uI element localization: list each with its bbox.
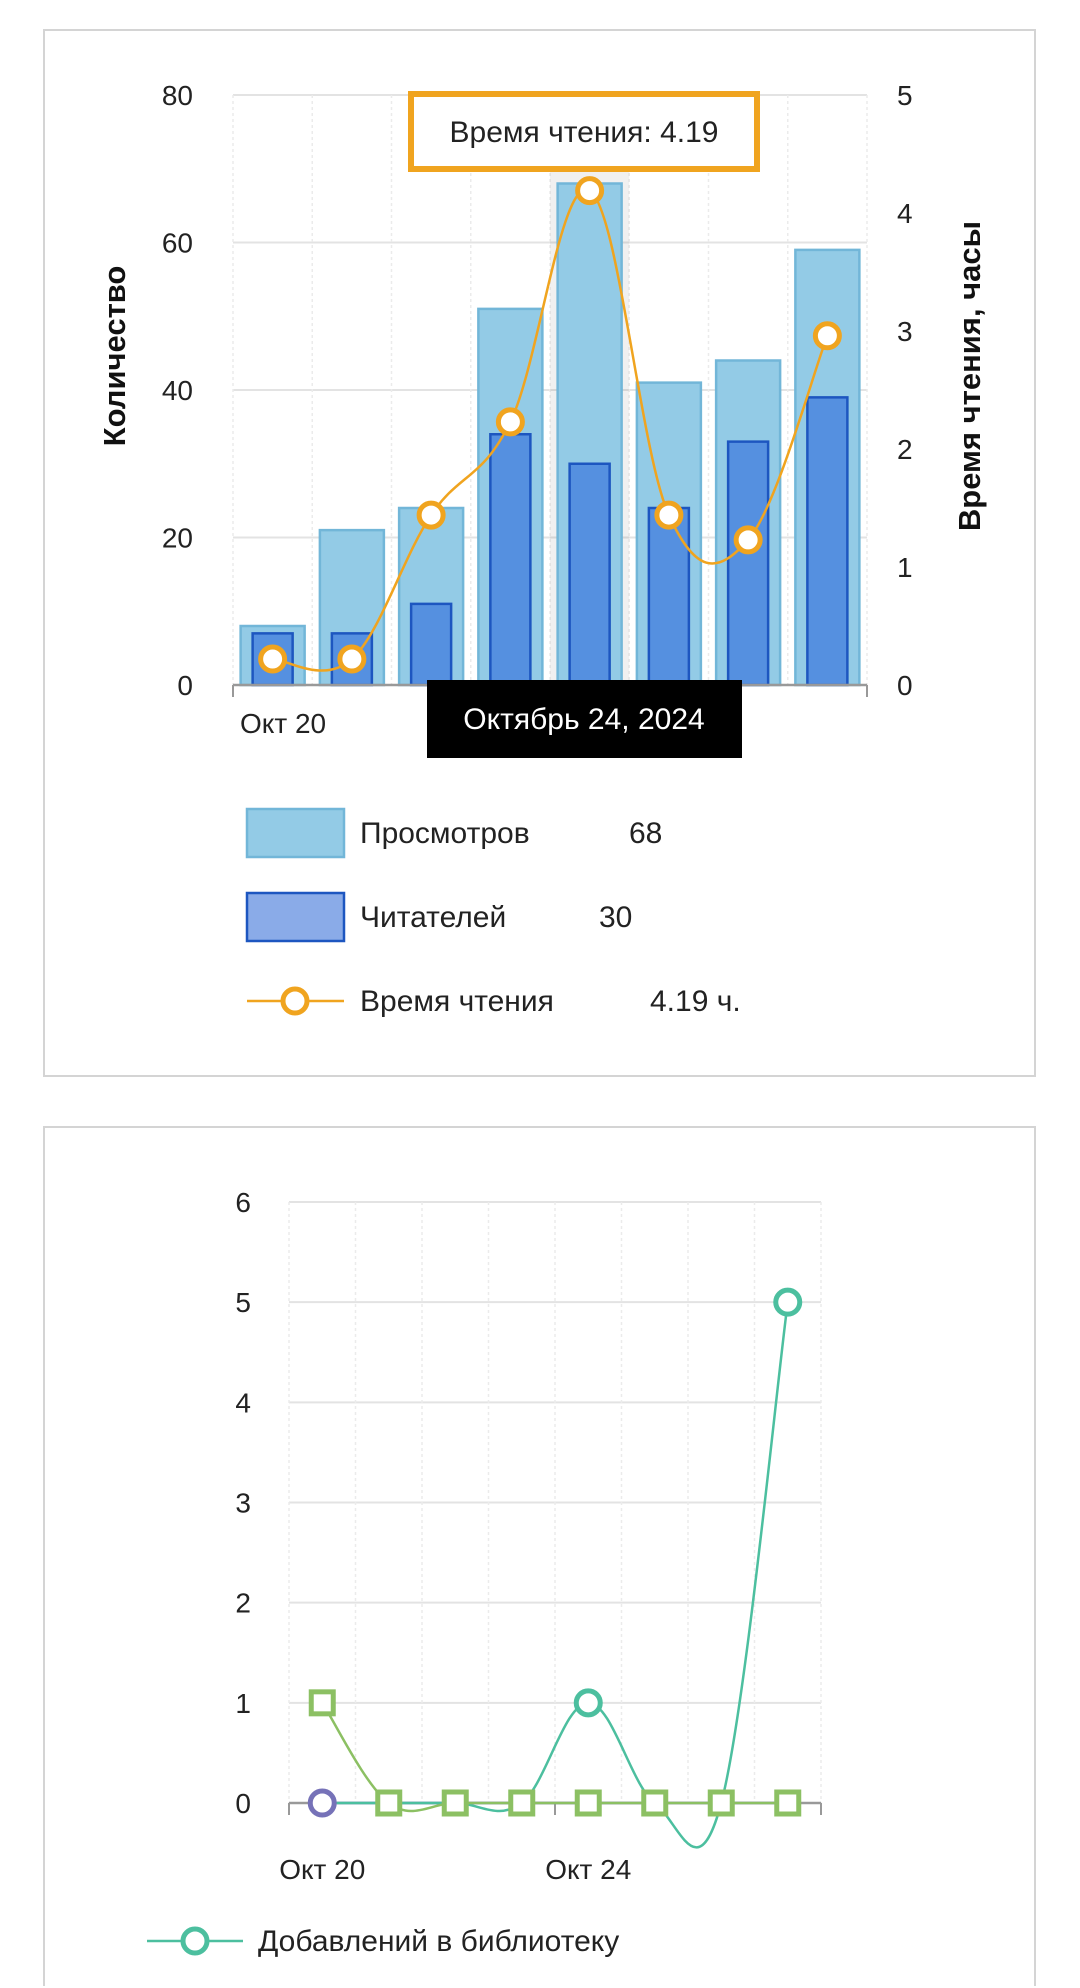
- legend-swatch-readers: [245, 891, 346, 943]
- legend-item-readers[interactable]: Читателей 30: [245, 891, 632, 943]
- y-tick-label: 6: [235, 1187, 251, 1218]
- legend-marker-icon: [280, 986, 310, 1016]
- legend-value-reading-time: 4.19 ч.: [650, 985, 741, 1018]
- x-tick-label: Окт 20: [240, 708, 326, 739]
- bar-readers[interactable]: [647, 506, 691, 687]
- point-square[interactable]: [441, 1789, 469, 1817]
- legend-label-library-adds: Добавлений в библиотеку: [258, 1925, 619, 1958]
- y2-tick-label: 1: [897, 552, 913, 583]
- point-square[interactable]: [774, 1789, 802, 1817]
- legend-label-readers: Читателей: [360, 901, 506, 934]
- bar-readers[interactable]: [726, 440, 770, 687]
- legend-marker-icon: [180, 1926, 210, 1956]
- tooltip: Время чтения: 4.19: [408, 91, 760, 172]
- y2-tick-label: 5: [897, 80, 913, 111]
- y-tick-label: 20: [162, 523, 193, 554]
- point-reading-time[interactable]: [416, 500, 446, 530]
- point-square[interactable]: [375, 1789, 403, 1817]
- point-reading-time[interactable]: [495, 407, 525, 437]
- point-circle[interactable]: [573, 1688, 603, 1718]
- point-square[interactable]: [707, 1789, 735, 1817]
- y-tick-label: 1: [235, 1688, 251, 1719]
- legend: Добавлений в библиотеку: [147, 1925, 619, 1958]
- y-axis-title: Количество: [97, 266, 132, 447]
- point-square[interactable]: [508, 1789, 536, 1817]
- x-tick-label: Окт 20: [279, 1854, 365, 1885]
- point-circle[interactable]: [773, 1287, 803, 1317]
- y-tick-label: 5: [235, 1287, 251, 1318]
- legend-item-views[interactable]: Просмотров 68: [245, 807, 662, 859]
- bar-readers[interactable]: [409, 602, 453, 687]
- point-circle[interactable]: [307, 1788, 337, 1818]
- y-tick-label: 0: [235, 1788, 251, 1819]
- legend-swatch-views: [245, 807, 346, 859]
- y2-tick-label: 0: [897, 670, 913, 701]
- y2-axis-title: Время чтения, часы: [952, 221, 987, 531]
- legend-value-readers: 30: [599, 901, 632, 934]
- views-readers-chart[interactable]: 0 20 40 60 80 0 1 2 3 4 5 Окт 20 Количество Время…: [45, 31, 1038, 1079]
- point-reading-time[interactable]: [654, 500, 684, 530]
- legend-value-views: 68: [629, 817, 662, 850]
- crosshair-label-text: Октябрь 24, 2024: [463, 703, 704, 736]
- library-adds-card: 0 1 2 3 4 5 6 Окт 20 Окт 24 Добавлений в библио…: [43, 1126, 1036, 1986]
- point-reading-time[interactable]: [575, 176, 605, 206]
- point-reading-time[interactable]: [337, 644, 367, 674]
- reading-stats-card: 0 20 40 60 80 0 1 2 3 4 5 Окт 20 Количество Время…: [43, 29, 1036, 1077]
- legend-label-views: Просмотров: [360, 817, 530, 850]
- point-reading-time[interactable]: [812, 321, 842, 351]
- series-line: [322, 1302, 789, 1849]
- y2-tick-label: 4: [897, 198, 913, 229]
- y-tick-label: 2: [235, 1588, 251, 1619]
- legend-item-library-adds[interactable]: Добавлений в библиотеку: [147, 1925, 619, 1958]
- bar-readers[interactable]: [489, 433, 532, 687]
- y-tick-label: 0: [177, 670, 193, 701]
- y2-tick-label: 3: [897, 316, 913, 347]
- y-tick-label: 80: [162, 80, 193, 111]
- x-tick-label: Окт 24: [545, 1854, 631, 1885]
- legend-label-reading-time: Время чтения: [360, 985, 554, 1018]
- y-tick-label: 60: [162, 228, 193, 259]
- point-square[interactable]: [574, 1789, 602, 1817]
- point-reading-time[interactable]: [733, 525, 763, 555]
- library-adds-chart[interactable]: 0 1 2 3 4 5 6 Окт 20 Окт 24 Добавлений в библио…: [45, 1128, 1038, 1988]
- y-tick-label: 3: [235, 1488, 251, 1519]
- point-reading-time[interactable]: [258, 644, 288, 674]
- crosshair-label: Октябрь 24, 2024: [427, 680, 742, 758]
- bar-readers[interactable]: [806, 396, 849, 687]
- legend-item-reading-time[interactable]: Время чтения 4.19 ч.: [247, 985, 741, 1018]
- legend: Просмотров 68 Читателей 30 Время чтения …: [245, 807, 741, 1018]
- point-square[interactable]: [308, 1689, 336, 1717]
- y-tick-label: 4: [235, 1387, 251, 1418]
- y-tick-label: 40: [162, 375, 193, 406]
- tooltip-text: Время чтения: 4.19: [450, 116, 719, 149]
- bar-readers[interactable]: [568, 462, 611, 687]
- y2-tick-label: 2: [897, 434, 913, 465]
- point-square[interactable]: [641, 1789, 669, 1817]
